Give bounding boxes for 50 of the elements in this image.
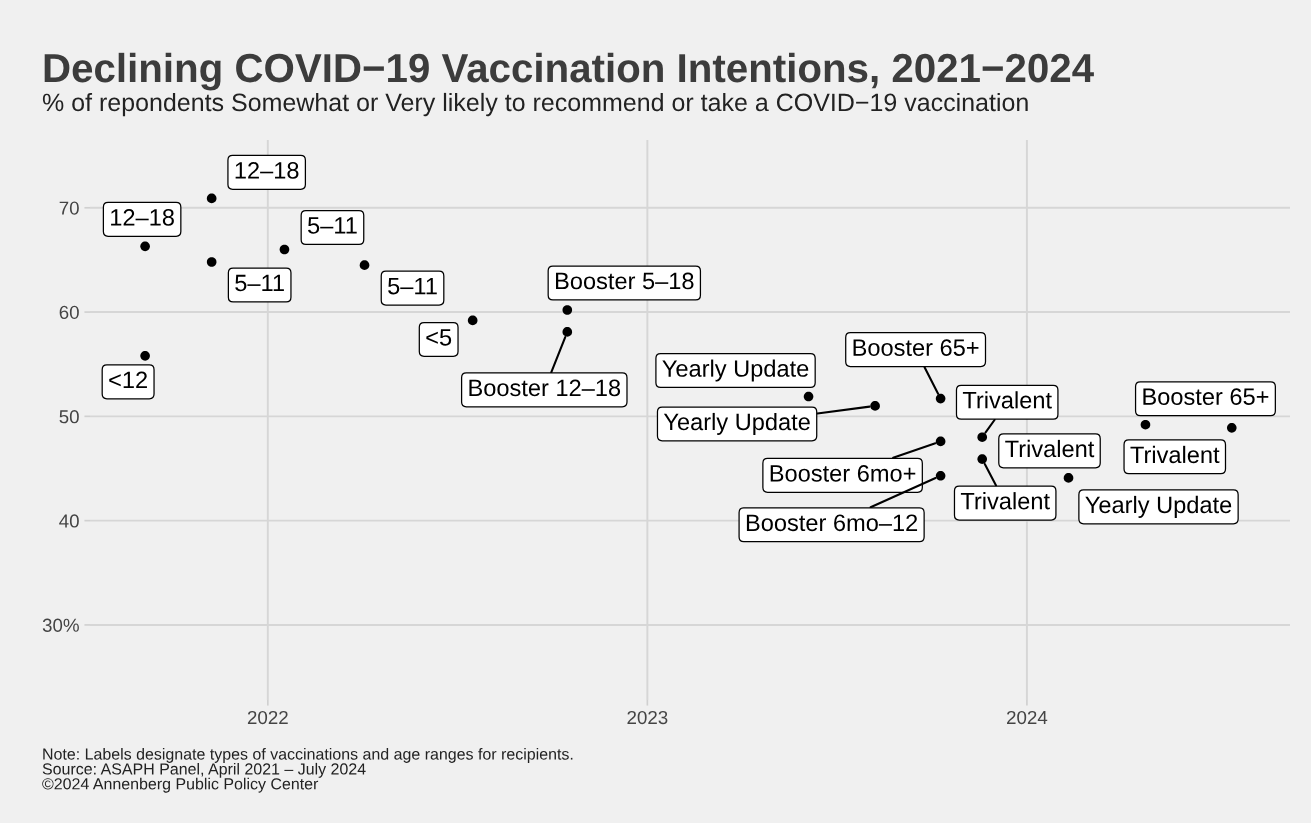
point [803,391,814,402]
annotation: Booster 65+ [1143,388,1269,406]
annotation: Booster 12–18 [469,379,621,397]
point [279,244,290,255]
annotation: Booster 6mo–12 [746,514,918,532]
annotation: Yearly Update [663,412,810,435]
point [1063,473,1074,483]
annotation: Trivalent [1005,439,1095,458]
point [935,436,946,447]
annotation: Trivalent [960,492,1050,510]
annotation: Trivalent [962,391,1052,409]
point [140,241,150,252]
annotation: Yearly Update [662,359,809,382]
y-tick-label: 30% [42,618,79,632]
y-tick-label: 50 [59,410,79,424]
point [870,401,880,411]
point [1140,419,1151,430]
point [140,351,150,361]
point [467,315,478,326]
annotation: Trivalent [1130,445,1220,464]
x-tick-label: 2022 [247,710,288,725]
chart-title: Declining COVID−19 Vaccination Intentions, 2021−2024 [44,52,1094,91]
y-tick-label: 60 [59,305,79,320]
annotation: Booster 65+ [853,339,979,356]
text: Note: Labels designate types of vaccinations and age ranges for recipients. Source: ASAPH Panel, April 2021 – July 2024 ©2024 Annenberg Public Policy Center [42,748,573,793]
annotation: <12 [109,371,147,388]
annotation: Booster 6mo+ [770,465,916,482]
annotation: 12–18 [235,162,299,179]
x-tick-label: 2024 [1007,710,1048,725]
y-tick-label: 40 [59,514,79,528]
y-tick-label: 70 [59,201,79,215]
annotation: Yearly Update [1085,495,1232,518]
chart-subtitle: % of repondents Somewhat or Very likely to recommend or take a COVID−19 vaccination [42,92,1028,117]
annotation: <5 [426,329,452,346]
point [206,257,217,267]
annotation: Booster 5–18 [556,272,694,290]
point [935,393,946,404]
point [977,432,988,443]
point [206,193,217,204]
point [935,470,946,481]
point [977,454,988,464]
point [562,305,573,315]
point [1226,423,1237,433]
point [562,327,573,337]
point [359,260,370,270]
annotation: 5–11 [308,217,357,234]
annotation: 5–11 [388,278,437,295]
annotation: 12–18 [111,208,174,226]
x-tick-label: 2023 [627,710,668,725]
annotation: 5–11 [235,274,284,292]
